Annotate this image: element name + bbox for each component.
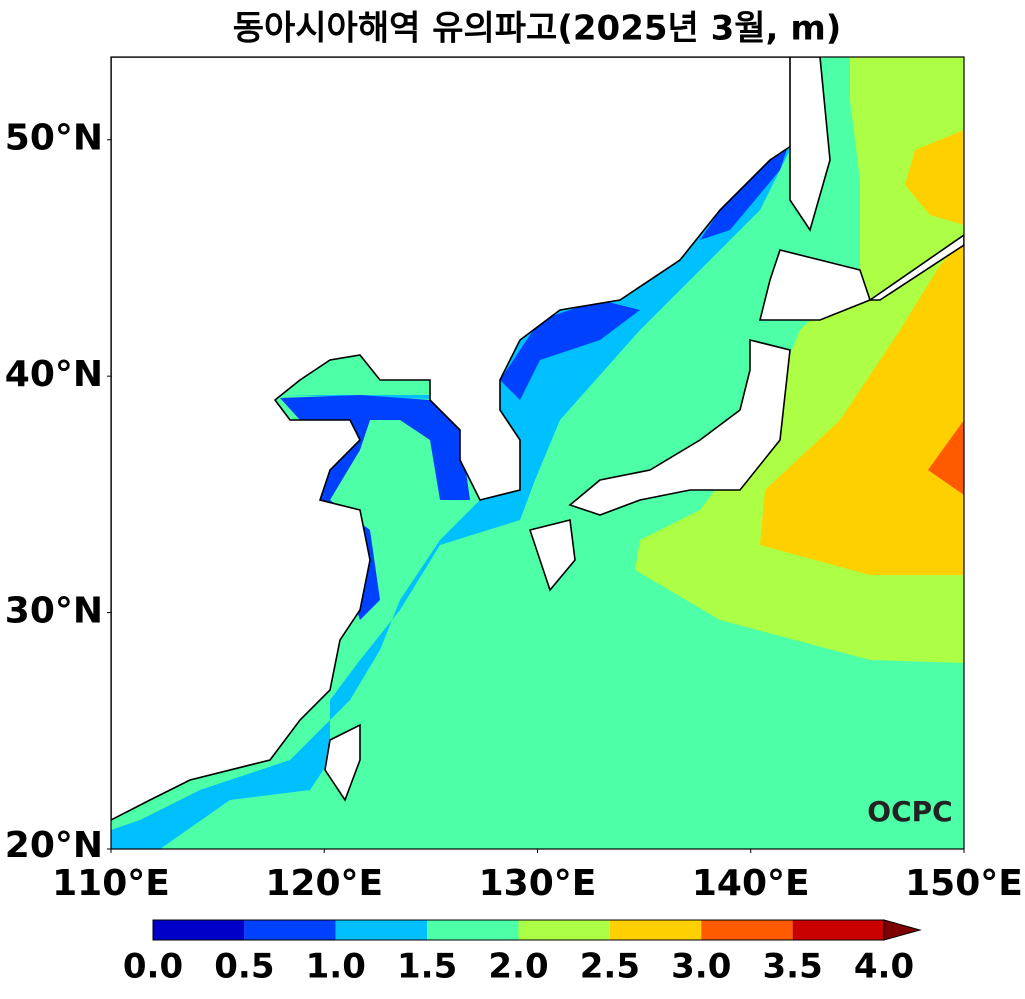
x-tick-label: 150°E (905, 863, 1023, 904)
colorbar-segment (335, 920, 428, 940)
wave-zone (500, 300, 640, 400)
land (528, 519, 576, 592)
colorbar-label: 4.0 (854, 947, 914, 987)
colorbar-segment (427, 920, 519, 940)
land (789, 57, 831, 232)
colorbar-label: 0.0 (123, 947, 183, 987)
land (324, 723, 361, 802)
wave-zone (905, 130, 964, 225)
land (568, 338, 791, 516)
colorbar-label: 3.5 (763, 947, 823, 987)
x-tick-label: 120°E (265, 863, 383, 904)
colorbar-extend (883, 919, 922, 941)
colorbar-label: 1.5 (397, 947, 457, 987)
wave-zone (928, 420, 964, 495)
y-tick-label: 30°N (5, 591, 103, 632)
chart-title: 동아시아해역 유의파고(2025년 3월, m) (233, 9, 842, 49)
x-tick-label: 110°E (52, 863, 170, 904)
wave-zone (700, 140, 790, 240)
logo: OCPC (867, 795, 952, 828)
colorbar-label: 3.0 (671, 947, 731, 987)
wave-zone (760, 240, 964, 575)
colorbar-segment (701, 920, 793, 940)
colorbar-frame (152, 919, 885, 941)
map-field (111, 57, 964, 849)
land (111, 57, 801, 821)
y-tick-label: 20°N (5, 825, 103, 866)
land (758, 249, 871, 321)
land (867, 234, 964, 301)
y-tick-label: 40°N (5, 354, 103, 395)
colorbar-segment (153, 920, 245, 940)
colorbar-label: 2.0 (488, 947, 548, 987)
colorbar-segment (518, 920, 610, 940)
colorbar-label: 0.5 (214, 947, 274, 987)
colorbar-label: 1.0 (306, 947, 366, 987)
colorbar-segment (609, 920, 702, 940)
x-tick-label: 140°E (692, 863, 810, 904)
colorbar-label: 2.5 (580, 947, 640, 987)
y-tick-label: 50°N (5, 118, 103, 159)
x-tick-label: 130°E (479, 863, 597, 904)
colorbar-segment (244, 920, 336, 940)
colorbar-segment (792, 920, 884, 940)
